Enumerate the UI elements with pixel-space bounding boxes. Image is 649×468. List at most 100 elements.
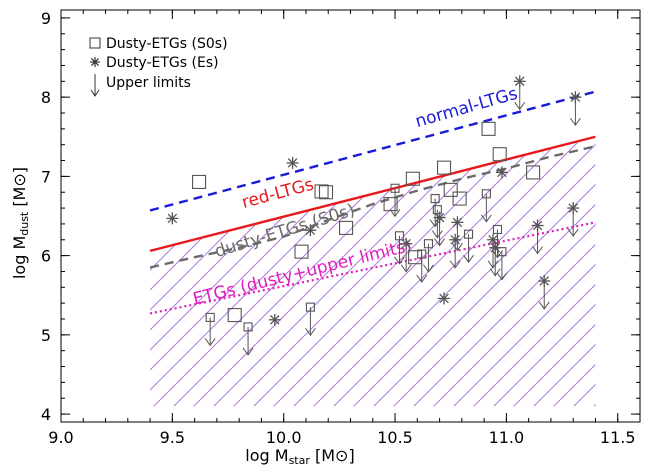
line-label: red-LTGs: [240, 175, 316, 213]
y-tick-label: 5: [41, 326, 51, 345]
es-upper-limit-point: [400, 237, 413, 250]
y-tick-label: 9: [41, 9, 51, 28]
s0-point: [405, 171, 420, 186]
x-tick-label: 10.0: [266, 428, 302, 447]
s0-upper-limit-point: [423, 239, 433, 249]
hatch-line: [0, 0, 100, 460]
s0-upper-limit-arrow: [242, 326, 254, 356]
s0-upper-limit-arrow: [431, 209, 443, 239]
s0-point: [443, 182, 458, 197]
hatch-line: [319, 136, 596, 407]
hatch-line: [179, 136, 596, 407]
es-upper-limit-point: [538, 274, 551, 287]
s0-point: [314, 184, 329, 199]
s0-upper-limit-point: [305, 302, 315, 312]
s0-point: [452, 191, 467, 206]
hatch-line: [150, 136, 581, 407]
model-line: [149, 90, 596, 212]
legend-label-s0: Dusty-ETGs (S0s): [106, 36, 228, 52]
hatch-line: [499, 136, 596, 407]
s0-point: [526, 165, 541, 180]
hatch-line: [150, 136, 521, 407]
y-tick-label: 4: [41, 405, 51, 424]
es-upper-limit-point: [449, 233, 462, 246]
hatch-line: [339, 136, 596, 407]
s0-upper-limit-arrow: [463, 234, 474, 264]
s0-upper-limit-point: [481, 189, 491, 199]
model-line: [149, 221, 596, 315]
line-label: dusty-ETGs (S0s): [212, 200, 357, 262]
legend-arrow-icon: [90, 74, 100, 97]
model-line: [149, 135, 596, 253]
s0-upper-limit-arrow: [305, 307, 316, 336]
es-upper-limit-point: [567, 202, 580, 215]
s0-upper-limit-arrow: [429, 198, 441, 228]
hatch-line: [299, 136, 596, 407]
s0-upper-limit-point: [492, 224, 503, 235]
x-tick-label: 11.5: [600, 428, 636, 447]
legend-asterisk-icon: [90, 57, 100, 67]
y-tick-label: 6: [41, 247, 51, 266]
hatch-line: [150, 136, 481, 407]
hatch-line: [279, 136, 596, 407]
x-tick-label: 10.5: [377, 428, 413, 447]
y-tick-label: 8: [41, 88, 51, 107]
hatch-line: [150, 136, 441, 407]
s0-upper-limit-point: [463, 229, 474, 239]
legend-square-icon: [89, 37, 101, 49]
s0-upper-limit-arrow: [416, 254, 428, 283]
s0-point: [294, 244, 309, 259]
hatch-line: [359, 136, 596, 407]
es-point: [166, 212, 179, 225]
hatch-line: [0, 0, 80, 460]
hatch-line: [419, 136, 596, 407]
hatch-line: [219, 136, 596, 407]
hatch-line: [600, 0, 649, 460]
s0-upper-limit-point: [417, 249, 427, 259]
hatch-line: [379, 136, 596, 407]
hatch-line: [620, 0, 649, 460]
es-point: [286, 156, 299, 169]
s0-point: [492, 147, 507, 162]
x-tick-label: 11.0: [489, 428, 525, 447]
s0-upper-limit-point: [430, 194, 440, 204]
y-axis-label: log Mdust [M⊙]: [10, 167, 31, 279]
hatch-line: [640, 0, 649, 460]
x-tick-label: 9.5: [160, 428, 185, 447]
hatch-line: [519, 136, 596, 407]
s0-upper-limit-arrow: [496, 251, 508, 281]
s0-upper-limit-point: [432, 205, 442, 215]
legend-label-limits: Upper limits: [106, 75, 191, 91]
s0-point: [481, 121, 496, 136]
s0-upper-limit-point: [243, 322, 253, 332]
hatch-line: [399, 136, 596, 407]
y-tick-label: 7: [41, 167, 51, 186]
x-axis-label: log Mstar [M⊙]: [245, 446, 354, 467]
axis-ticks: 9.0 9.5 10.0 10.5 11.0 11.5 4 5 6 7 8 9: [41, 9, 641, 447]
legend-label-es: Dusty-ETGs (Es): [106, 55, 219, 71]
s0-upper-limit-arrow: [204, 317, 216, 347]
model-line: [149, 145, 596, 269]
s0-upper-limit-point: [205, 312, 215, 322]
hatch-line: [150, 136, 561, 407]
hatch-line: [259, 136, 596, 407]
hatch-line: [439, 136, 596, 407]
es-point: [438, 292, 451, 305]
s0-upper-limit-point: [394, 231, 405, 241]
data-points: [166, 75, 582, 356]
hatch-line: [150, 136, 596, 407]
line-label: normal-LTGs: [413, 84, 520, 132]
s0-point: [338, 220, 354, 235]
es-upper-limit-point: [531, 219, 544, 232]
hatch-line: [150, 136, 501, 407]
s0-upper-limit-point: [497, 247, 507, 257]
es-point: [495, 166, 508, 179]
s0-point: [227, 307, 242, 323]
s0-point: [192, 174, 207, 189]
s0-upper-limit-arrow: [480, 193, 492, 223]
hatch-line: [0, 0, 20, 460]
hatch-line: [459, 136, 596, 407]
es-upper-limit-point: [569, 91, 582, 104]
s0-upper-limit-arrow: [394, 235, 405, 265]
